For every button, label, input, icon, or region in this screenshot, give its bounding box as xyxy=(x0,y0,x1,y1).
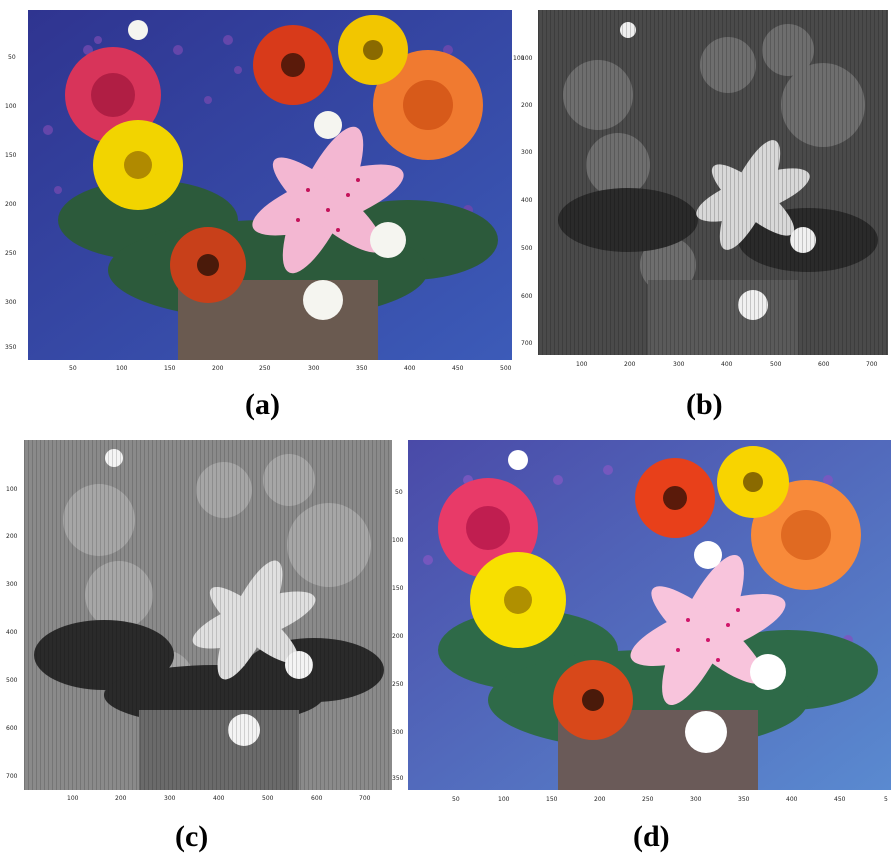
x-tick-label: 200 xyxy=(594,796,606,803)
x-tick-label: 200 xyxy=(212,365,224,372)
y-tick-label: 200 xyxy=(521,102,533,109)
x-tick-label: 250 xyxy=(642,796,654,803)
bouquet-illustration xyxy=(408,440,891,790)
x-tick-label: 400 xyxy=(404,365,416,372)
y-tick-label: 50 xyxy=(395,489,403,496)
y-tick-label: 300 xyxy=(521,149,533,156)
caption-d: (d) xyxy=(633,820,670,853)
y-tick-label: 100 xyxy=(6,486,18,493)
bouquet-illustration-gray xyxy=(24,440,392,790)
y-tick-label: 600 xyxy=(6,725,18,732)
y-tick-label: 500 xyxy=(6,677,18,684)
y-tick-label: 700 xyxy=(6,773,18,780)
x-tick-label: 500 xyxy=(262,795,274,802)
y-tick-label: 150 xyxy=(5,152,17,159)
x-tick-label: 500 xyxy=(500,365,512,372)
panel-b: 100 xyxy=(513,0,891,390)
bouquet-illustration-gray xyxy=(538,10,888,355)
y-tick-label: 200 xyxy=(5,201,17,208)
x-tick-label: 50 xyxy=(452,796,460,803)
y-tick-label: 150 xyxy=(392,585,404,592)
panel-d xyxy=(405,440,891,800)
x-tick-label: 600 xyxy=(311,795,323,802)
y-tick-label: 100 xyxy=(521,55,533,62)
x-tick-label: 500 xyxy=(770,361,782,368)
x-tick-label: 100 xyxy=(576,361,588,368)
x-tick-label: 300 xyxy=(308,365,320,372)
y-tick-label: 250 xyxy=(5,250,17,257)
y-tick-label: 50 xyxy=(8,54,16,61)
flower-bouquet-photo-enhanced xyxy=(408,440,891,790)
x-tick-label: 250 xyxy=(259,365,271,372)
x-tick-label: 200 xyxy=(115,795,127,802)
y-tick-label: 100 xyxy=(513,55,525,62)
x-tick-label: 600 xyxy=(818,361,830,368)
flower-bouquet-photo-color xyxy=(28,10,512,360)
y-tick-label: 300 xyxy=(5,299,17,306)
bouquet-illustration xyxy=(28,10,512,360)
x-tick-label: 300 xyxy=(690,796,702,803)
y-tick-label: 400 xyxy=(521,197,533,204)
x-tick-label: 100 xyxy=(498,796,510,803)
caption-b: (b) xyxy=(686,388,723,421)
x-tick-label: 5 xyxy=(884,796,888,803)
x-tick-label: 350 xyxy=(356,365,368,372)
x-tick-label: 400 xyxy=(721,361,733,368)
y-tick-label: 600 xyxy=(521,293,533,300)
x-tick-label: 100 xyxy=(116,365,128,372)
y-tick-label: 700 xyxy=(521,340,533,347)
y-tick-label: 500 xyxy=(521,245,533,252)
x-tick-label: 150 xyxy=(164,365,176,372)
x-tick-label: 100 xyxy=(67,795,79,802)
x-tick-label: 350 xyxy=(738,796,750,803)
y-tick-label: 200 xyxy=(392,633,404,640)
y-tick-label: 100 xyxy=(5,103,17,110)
y-tick-label: 100 xyxy=(392,537,404,544)
caption-c: (c) xyxy=(175,820,209,853)
x-tick-label: 700 xyxy=(866,361,878,368)
x-tick-label: 300 xyxy=(673,361,685,368)
x-tick-label: 200 xyxy=(624,361,636,368)
x-tick-label: 450 xyxy=(452,365,464,372)
x-tick-label: 450 xyxy=(834,796,846,803)
y-tick-label: 350 xyxy=(392,775,404,782)
x-tick-label: 300 xyxy=(164,795,176,802)
panel-c xyxy=(0,440,400,800)
flower-bouquet-photo-grayscale xyxy=(24,440,392,790)
y-tick-label: 300 xyxy=(6,581,18,588)
panel-a: 50 100 150 200 250 300 350 50 100 150 20… xyxy=(0,0,520,390)
y-tick-label: 250 xyxy=(392,681,404,688)
y-tick-label: 350 xyxy=(5,344,17,351)
x-tick-label: 400 xyxy=(213,795,225,802)
x-tick-label: 50 xyxy=(69,365,77,372)
flower-bouquet-photo-grayscale xyxy=(538,10,888,355)
x-tick-label: 700 xyxy=(359,795,371,802)
x-tick-label: 400 xyxy=(786,796,798,803)
y-tick-label: 200 xyxy=(6,533,18,540)
y-tick-label: 300 xyxy=(392,729,404,736)
x-tick-label: 150 xyxy=(546,796,558,803)
y-tick-label: 400 xyxy=(6,629,18,636)
caption-a: (a) xyxy=(245,388,280,421)
